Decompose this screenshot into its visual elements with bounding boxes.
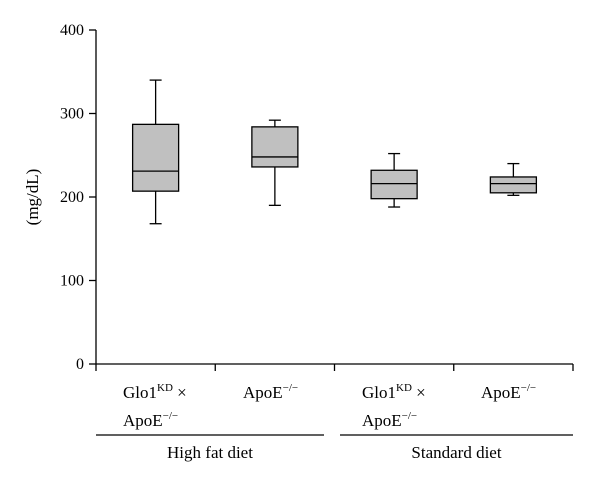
iqr-box — [251, 126, 299, 168]
box-4 — [489, 162, 538, 196]
y-axis-title: (mg/dL) — [23, 169, 42, 226]
x-axis — [95, 363, 574, 371]
iqr-box — [489, 176, 538, 194]
box-1 — [131, 79, 180, 225]
boxes-layer — [131, 79, 538, 225]
box-2 — [251, 119, 299, 207]
y-tick-label: 300 — [60, 106, 84, 123]
iqr-box — [370, 169, 418, 200]
group-label-1: High fat diet — [167, 443, 253, 462]
category-label-1-line2: ApoE−/− — [123, 410, 178, 430]
category-labels: Glo1KD × ApoE−/− ApoE−/− Glo1KD × ApoE−/− Apo… — [123, 382, 536, 430]
group-label-2: Standard diet — [411, 443, 501, 462]
category-label-2: ApoE−/− — [243, 382, 298, 402]
group-brackets: High fat diet Standard diet — [96, 434, 573, 462]
y-tick-label: 100 — [60, 273, 84, 290]
category-label-3-line2: ApoE−/− — [362, 410, 417, 430]
category-label-1: Glo1KD × — [123, 382, 187, 402]
y-axis: 0 100 200 300 400 — [60, 22, 97, 373]
y-tick-label: 0 — [76, 356, 84, 373]
category-label-3: Glo1KD × — [362, 382, 426, 402]
box-3 — [370, 152, 418, 208]
y-tick-label: 400 — [60, 22, 84, 39]
y-tick-label: 200 — [60, 189, 84, 206]
category-label-4: ApoE−/− — [481, 382, 536, 402]
iqr-box — [131, 123, 180, 192]
